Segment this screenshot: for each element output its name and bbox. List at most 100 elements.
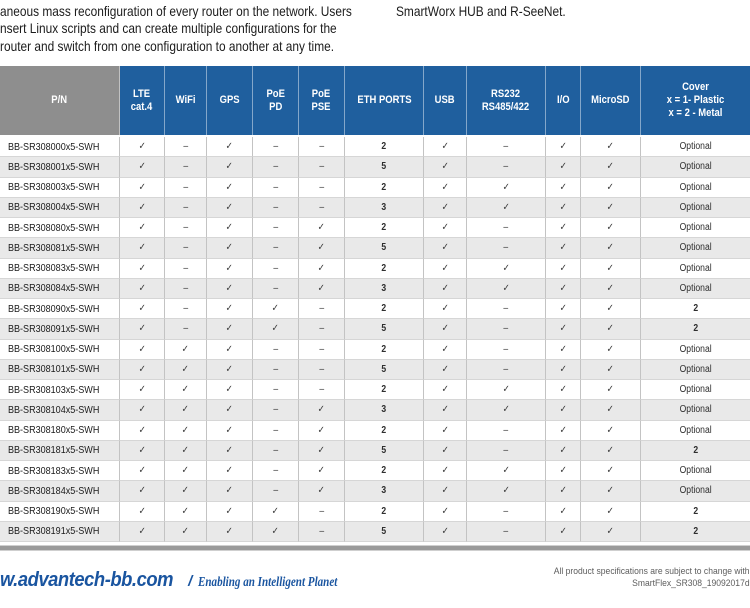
spec-cell: ✓ <box>581 177 641 198</box>
spec-cell: ✓ <box>120 501 165 522</box>
table-row: BB-SR308091x5-SWH ✓ – ✓ ✓ –5 ✓ – ✓ ✓ 2 <box>0 319 750 340</box>
advantech-url-link[interactable]: w.advantech-bb.com <box>0 569 174 591</box>
spec-cell: – <box>253 420 299 441</box>
column-header-eth-ports: ETH PORTS <box>345 66 424 135</box>
spec-cell: ✓ <box>120 157 165 178</box>
spec-cell: ✓ <box>299 420 345 441</box>
spec-cell: – <box>467 238 546 259</box>
spec-cell: 2 <box>641 502 750 522</box>
spec-cell: Optional <box>641 400 750 421</box>
part-number-cell: BB-SR308003x5-SWH <box>0 177 120 198</box>
product-spec-table: P/N LTE cat.4 WiFi GPS PoE PD PoE PSE ETH PORT… <box>0 66 750 542</box>
spec-cell: ✓ <box>299 258 345 279</box>
spec-cell: ✓ <box>165 501 207 522</box>
part-number-cell: BB-SR308004x5-SWH <box>0 197 120 218</box>
spec-cell: – <box>165 218 207 239</box>
spec-cell: ✓ <box>581 278 641 299</box>
spec-cell: – <box>253 380 299 401</box>
spec-cell: – <box>467 521 546 542</box>
part-number-cell: BB-SR308001x5-SWH <box>0 157 120 178</box>
spec-cell: ✓ <box>581 339 641 360</box>
spec-cell: – <box>253 218 299 239</box>
spec-cell: 2 <box>641 522 750 542</box>
table-row: BB-SR308191x5-SWH ✓ ✓ ✓ ✓ –5 ✓ – ✓ ✓ 2 <box>0 521 750 542</box>
spec-cell: ✓ <box>467 481 546 502</box>
spec-cell: – <box>467 157 546 178</box>
spec-cell: ✓ <box>581 258 641 279</box>
spec-cell: ✓ <box>546 238 581 259</box>
spec-cell: – <box>165 157 207 178</box>
intro-line: router and switch from one configuration… <box>0 37 335 54</box>
spec-cell: ✓ <box>467 177 546 198</box>
column-header-microsd: MicroSD <box>581 66 641 135</box>
part-number-cell: BB-SR308091x5-SWH <box>0 319 120 340</box>
spec-cell: – <box>467 137 546 158</box>
spec-cell: – <box>299 501 345 522</box>
spec-cell: – <box>165 319 207 340</box>
spec-cell: Optional <box>641 461 750 482</box>
spec-cell: – <box>253 157 299 178</box>
table-row: BB-SR308080x5-SWH ✓ – ✓ – ✓ 2 ✓ – ✓ ✓ Optional <box>0 218 750 239</box>
spec-cell: ✓ <box>120 461 165 482</box>
column-header-usb: USB <box>424 66 467 135</box>
spec-cell: ✓ <box>424 319 467 340</box>
spec-cell: ✓ <box>165 359 207 380</box>
spec-cell: – <box>253 137 299 158</box>
spec-cell: 2 <box>345 461 424 482</box>
spec-cell: ✓ <box>546 218 581 239</box>
spec-cell: – <box>299 197 345 218</box>
spec-cell: ✓ <box>581 461 641 482</box>
part-number-cell: BB-SR308100x5-SWH <box>0 339 120 360</box>
table-body: BB-SR308000x5-SWH ✓ – ✓ – –2 ✓ – ✓ ✓ Optional BB-SR… <box>0 137 750 542</box>
spec-cell: ✓ <box>120 521 165 542</box>
column-header-pn: P/N <box>0 66 120 135</box>
spec-cell: 2 <box>345 218 424 239</box>
spec-cell: ✓ <box>207 440 253 461</box>
table-row: BB-SR308084x5-SWH ✓ – ✓ – ✓ 3 ✓ ✓ ✓ ✓ Optional <box>0 278 750 299</box>
spec-cell: – <box>467 501 546 522</box>
part-number-cell: BB-SR308103x5-SWH <box>0 380 120 401</box>
spec-cell: – <box>165 197 207 218</box>
spec-cell: 2 <box>641 441 750 461</box>
spec-cell: ✓ <box>120 197 165 218</box>
spec-cell: ✓ <box>165 481 207 502</box>
spec-cell: ✓ <box>424 400 467 421</box>
intro-paragraph-right: SmartWorx HUB and R-SeeNet. <box>396 3 566 20</box>
spec-cell: ✓ <box>165 461 207 482</box>
spec-cell: – <box>165 177 207 198</box>
spec-cell: – <box>165 278 207 299</box>
spec-cell: ✓ <box>120 238 165 259</box>
spec-cell: – <box>253 197 299 218</box>
spec-cell: ✓ <box>253 501 299 522</box>
spec-cell: 2 <box>345 380 424 401</box>
spec-cell: ✓ <box>467 258 546 279</box>
spec-cell: ✓ <box>424 197 467 218</box>
table-row: BB-SR308190x5-SWH ✓ ✓ ✓ ✓ –2 ✓ – ✓ ✓ 2 <box>0 501 750 522</box>
spec-cell: ✓ <box>120 359 165 380</box>
part-number-cell: BB-SR308081x5-SWH <box>0 238 120 259</box>
spec-cell: ✓ <box>581 481 641 502</box>
spec-cell: ✓ <box>546 157 581 178</box>
spec-cell: ✓ <box>120 440 165 461</box>
table-row: BB-SR308000x5-SWH ✓ – ✓ – –2 ✓ – ✓ ✓ Optional <box>0 137 750 158</box>
spec-cell: ✓ <box>299 218 345 239</box>
intro-paragraph-left: aneous mass reconfiguration of every rou… <box>0 3 352 55</box>
spec-cell: – <box>165 238 207 259</box>
spec-cell: Optional <box>641 137 750 158</box>
spec-cell: Optional <box>641 279 750 299</box>
intro-line: SmartWorx HUB and R-SeeNet. <box>396 3 566 19</box>
spec-cell: ✓ <box>120 258 165 279</box>
spec-cell: – <box>299 521 345 542</box>
spec-cell: ✓ <box>207 521 253 542</box>
part-number-cell: BB-SR308090x5-SWH <box>0 299 120 320</box>
table-row: BB-SR308001x5-SWH ✓ – ✓ – –5 ✓ – ✓ ✓ Optional <box>0 157 750 178</box>
spec-cell: ✓ <box>546 481 581 502</box>
spec-cell: ✓ <box>546 359 581 380</box>
column-header-io: I/O <box>546 66 581 135</box>
column-header-lte-cat4: LTE cat.4 <box>120 66 165 135</box>
spec-cell: ✓ <box>120 299 165 320</box>
spec-cell: ✓ <box>207 278 253 299</box>
spec-cell: ✓ <box>165 339 207 360</box>
column-header-poe-pse: PoE PSE <box>299 66 345 135</box>
